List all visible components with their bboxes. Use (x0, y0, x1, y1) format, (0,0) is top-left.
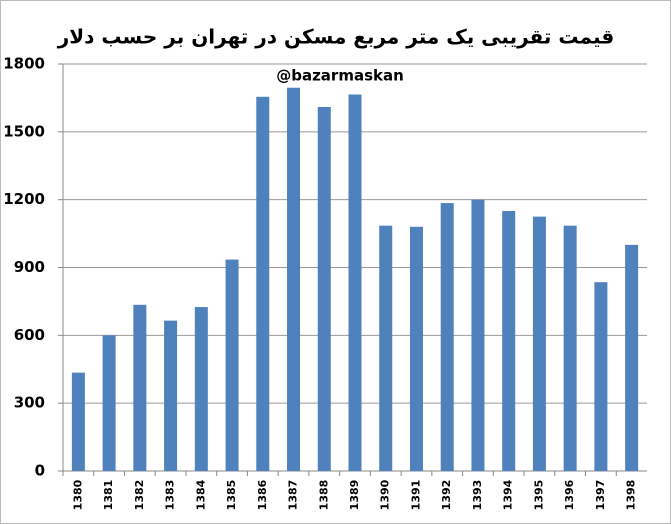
x-tick-label: 1383 (164, 480, 177, 511)
x-tick-label: 1384 (194, 479, 207, 510)
annotation: @bazarmaskan (276, 67, 404, 85)
x-tick-label: 1388 (317, 480, 330, 511)
y-tick-label: 0 (35, 462, 45, 480)
bar (471, 199, 485, 471)
x-tick-label: 1393 (471, 480, 484, 511)
chart-title: قیمت تقریبی یک متر مربع مسکن در تهران بر… (57, 25, 614, 49)
bar (440, 203, 454, 471)
x-tick-label: 1389 (348, 480, 361, 511)
bar (102, 335, 116, 471)
x-tick-label: 1398 (625, 480, 638, 511)
bar (532, 216, 546, 471)
bar (287, 87, 301, 471)
x-tick-label: 1386 (256, 479, 269, 510)
x-tick-label: 1394 (502, 479, 515, 510)
x-tick-label: 1397 (594, 480, 607, 511)
bar (317, 106, 331, 471)
bar (594, 282, 608, 471)
y-tick-label: 1200 (3, 190, 45, 208)
bar (625, 244, 639, 471)
y-tick-label: 1500 (3, 122, 45, 140)
x-tick-label: 1385 (225, 480, 238, 511)
x-tick-label: 1392 (440, 480, 453, 511)
x-tick-label: 1387 (287, 480, 300, 511)
bar (164, 320, 178, 471)
x-tick-label: 1395 (532, 480, 545, 511)
bar (256, 96, 270, 472)
bar (379, 225, 393, 471)
x-tick-label: 1382 (133, 480, 146, 511)
y-tick-label: 900 (14, 258, 45, 276)
x-tick-label: 1391 (409, 480, 422, 511)
y-tick-label: 1800 (3, 55, 45, 73)
bar (225, 259, 239, 471)
x-tick-label: 1381 (102, 480, 115, 511)
x-tick-label: 1390 (379, 479, 392, 510)
y-tick-label: 300 (14, 394, 45, 412)
x-tick-label: 1396 (563, 479, 576, 510)
bar (194, 307, 208, 471)
x-tick-label: 1380 (71, 479, 84, 510)
bar (409, 226, 423, 471)
bar (502, 210, 516, 471)
bar (563, 225, 577, 471)
bar (348, 94, 362, 472)
bar (71, 372, 85, 471)
y-tick-label: 600 (14, 326, 45, 344)
bar (133, 304, 147, 471)
